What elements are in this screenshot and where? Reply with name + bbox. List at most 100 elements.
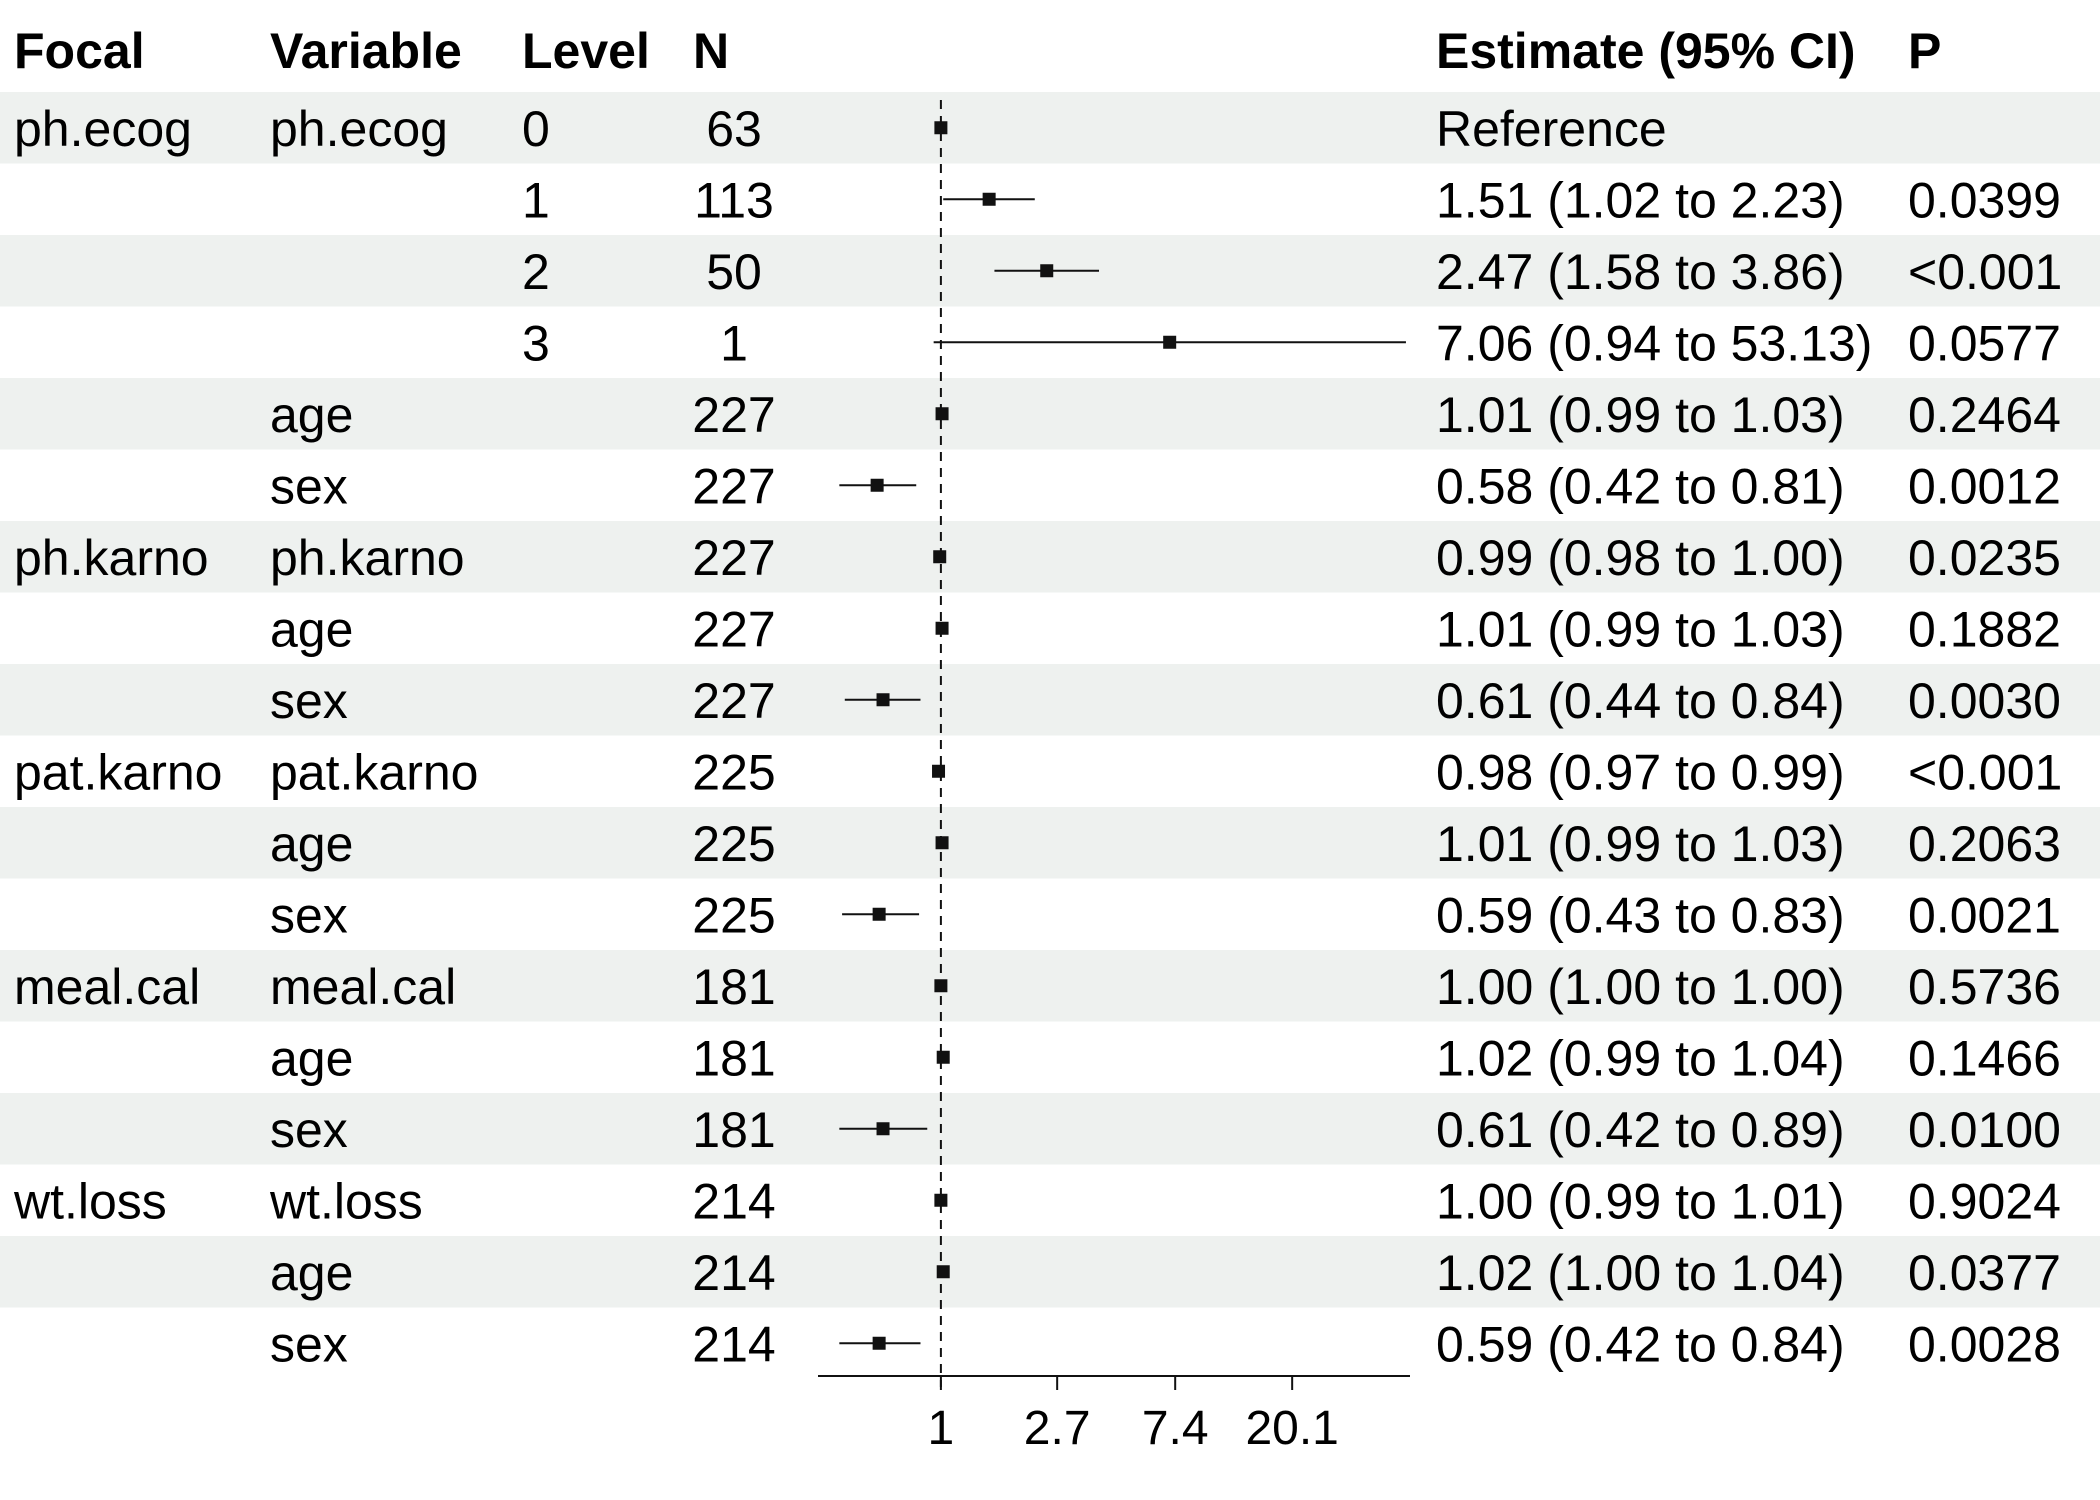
cell-level: 3: [522, 315, 550, 371]
row-stripe: [0, 950, 2100, 1022]
cell-variable: meal.cal: [270, 959, 456, 1015]
cell-p: <0.001: [1908, 244, 2062, 300]
cell-variable: age: [270, 1030, 353, 1086]
cell-n: 50: [706, 244, 762, 300]
cell-variable: age: [270, 1245, 353, 1301]
cell-focal: ph.ecog: [14, 101, 192, 157]
cell-estimate: 0.61 (0.42 to 0.89): [1436, 1102, 1845, 1158]
cell-level: 1: [522, 172, 550, 228]
x-tick-label: 20.1: [1245, 1402, 1338, 1455]
cell-n: 227: [692, 458, 775, 514]
cell-estimate: 1.02 (1.00 to 1.04): [1436, 1245, 1845, 1301]
cell-p: 0.0028: [1908, 1316, 2061, 1372]
cell-p: <0.001: [1908, 744, 2062, 800]
header-variable: Variable: [270, 23, 462, 79]
header-n: N: [693, 23, 729, 79]
point-estimate: [876, 693, 890, 707]
cell-focal: meal.cal: [14, 959, 200, 1015]
cell-estimate: 2.47 (1.58 to 3.86): [1436, 244, 1845, 300]
cell-focal: wt.loss: [13, 1173, 167, 1229]
cell-n: 214: [692, 1245, 775, 1301]
cell-p: 0.2063: [1908, 816, 2061, 872]
cell-n: 181: [692, 1030, 775, 1086]
cell-variable: ph.ecog: [270, 101, 448, 157]
cell-level: 0: [522, 101, 550, 157]
cell-p: 0.1466: [1908, 1030, 2061, 1086]
point-estimate: [872, 907, 886, 921]
header-level: Level: [522, 23, 650, 79]
cell-estimate: Reference: [1436, 101, 1667, 157]
x-tick-label: 2.7: [1024, 1402, 1091, 1455]
point-estimate: [935, 621, 949, 635]
row-stripes: [0, 92, 2100, 1308]
row-stripe: [0, 378, 2100, 450]
cell-estimate: 1.01 (0.99 to 1.03): [1436, 387, 1845, 443]
point-estimate: [935, 407, 949, 421]
cell-estimate: 7.06 (0.94 to 53.13): [1436, 315, 1872, 371]
cell-estimate: 0.59 (0.43 to 0.83): [1436, 887, 1845, 943]
cell-n: 225: [692, 744, 775, 800]
row-stripe: [0, 1093, 2100, 1165]
point-estimate: [1163, 335, 1177, 349]
cell-variable: age: [270, 816, 353, 872]
header-p: P: [1908, 23, 1941, 79]
cell-p: 0.0100: [1908, 1102, 2061, 1158]
cell-p: 0.0235: [1908, 530, 2061, 586]
cell-n: 113: [694, 172, 774, 228]
row-stripe: [0, 807, 2100, 879]
cell-estimate: 1.02 (0.99 to 1.04): [1436, 1030, 1845, 1086]
cell-n: 227: [692, 530, 775, 586]
cell-estimate: 0.59 (0.42 to 0.84): [1436, 1316, 1845, 1372]
table-cells: ph.ecog ph.ecog 0 63 Reference 1 113 1.51 (1.02…: [13, 101, 2062, 1373]
cell-variable: pat.karno: [270, 744, 478, 800]
cell-focal: pat.karno: [14, 744, 222, 800]
cell-estimate: 0.99 (0.98 to 1.00): [1436, 530, 1845, 586]
cell-variable: wt.loss: [269, 1173, 423, 1229]
point-estimate: [935, 836, 949, 850]
cell-variable: sex: [270, 1102, 348, 1158]
cell-variable: sex: [270, 1316, 348, 1372]
point-estimate: [936, 1265, 950, 1279]
plot-area: 1 2.7 7.4 20.1: [818, 100, 1410, 1455]
cell-estimate: 1.51 (1.02 to 2.23): [1436, 172, 1845, 228]
cell-p: 0.0577: [1908, 315, 2061, 371]
column-headers: Focal Variable Level N Estimate (95% CI)…: [14, 23, 1941, 79]
point-estimate: [934, 979, 948, 993]
point-estimate: [932, 764, 946, 778]
cell-n: 181: [692, 1102, 775, 1158]
row-stripe: [0, 1236, 2100, 1308]
cell-n: 227: [692, 387, 775, 443]
point-estimate: [870, 478, 884, 492]
header-focal: Focal: [14, 23, 145, 79]
cell-p: 0.2464: [1908, 387, 2061, 443]
cell-p: 0.1882: [1908, 601, 2061, 657]
cell-p: 0.5736: [1908, 959, 2061, 1015]
cell-n: 181: [692, 959, 775, 1015]
cell-n: 227: [692, 673, 775, 729]
cell-variable: ph.karno: [270, 530, 465, 586]
cell-estimate: 0.58 (0.42 to 0.81): [1436, 458, 1845, 514]
point-estimate: [872, 1336, 886, 1350]
cell-n: 214: [692, 1173, 775, 1229]
point-estimate: [936, 1050, 950, 1064]
cell-variable: sex: [270, 673, 348, 729]
cell-estimate: 0.61 (0.44 to 0.84): [1436, 673, 1845, 729]
cell-estimate: 1.00 (0.99 to 1.01): [1436, 1173, 1845, 1229]
x-tick-label: 1: [928, 1402, 955, 1455]
cell-n: 1: [720, 315, 748, 371]
x-tick-label: 7.4: [1142, 1402, 1209, 1455]
point-estimate: [934, 1193, 948, 1207]
point-estimate: [876, 1122, 890, 1136]
point-estimate: [934, 121, 948, 135]
cell-focal: ph.karno: [14, 530, 209, 586]
cell-variable: sex: [270, 458, 348, 514]
cell-n: 214: [692, 1316, 775, 1372]
row-stripe: [0, 664, 2100, 736]
cell-p: 0.0012: [1908, 458, 2061, 514]
point-estimate: [982, 192, 996, 206]
row-stripe: [0, 521, 2100, 593]
header-estimate: Estimate (95% CI): [1436, 23, 1856, 79]
cell-p: 0.0030: [1908, 673, 2061, 729]
cell-estimate: 0.98 (0.97 to 0.99): [1436, 744, 1845, 800]
cell-estimate: 1.01 (0.99 to 1.03): [1436, 601, 1845, 657]
